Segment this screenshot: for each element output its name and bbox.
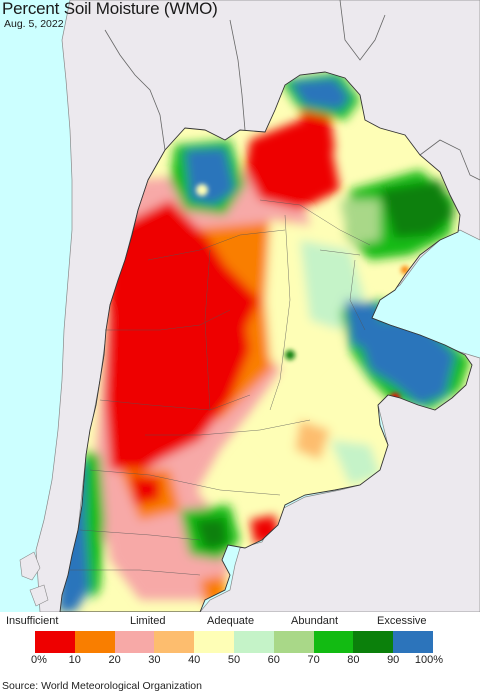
legend: Insufficient Limited Adequate Abundant E… bbox=[0, 612, 480, 672]
region-outline bbox=[59, 71, 473, 612]
legend-swatch bbox=[114, 631, 155, 653]
source-credit: Source: World Meteorological Organizatio… bbox=[2, 680, 202, 692]
legend-label-adequate: Adequate bbox=[207, 615, 255, 627]
legend-tick: 80 bbox=[347, 654, 360, 666]
map-svg bbox=[0, 0, 480, 612]
legend-tick: 50 bbox=[227, 654, 241, 666]
soil-moisture-map bbox=[0, 0, 480, 612]
legend-swatch bbox=[273, 631, 315, 653]
legend-tick: 100% bbox=[414, 654, 444, 666]
country-borders bbox=[104, 0, 480, 181]
legend-label-excessive: Excessive bbox=[377, 615, 427, 627]
coastal-islands bbox=[19, 551, 41, 581]
coastal-islands-south bbox=[29, 584, 49, 607]
legend-swatch bbox=[234, 631, 275, 653]
legend-label-abundant: Abundant bbox=[291, 615, 339, 627]
legend-swatch bbox=[154, 631, 195, 653]
legend-swatch bbox=[35, 631, 76, 653]
province-boundaries bbox=[70, 199, 371, 576]
legend-tick: 10 bbox=[68, 654, 81, 666]
soil-moisture-field bbox=[60, 72, 472, 612]
legend-swatch bbox=[353, 631, 394, 653]
legend-swatch bbox=[194, 631, 235, 653]
legend-tick: 30 bbox=[148, 654, 161, 666]
legend-tick: 60 bbox=[267, 654, 280, 666]
legend-label-limited: Limited bbox=[130, 615, 166, 627]
legend-tick: 70 bbox=[307, 654, 320, 666]
map-title: Percent Soil Moisture (WMO) bbox=[2, 0, 218, 18]
legend-swatch bbox=[393, 631, 434, 653]
map-date: Aug. 5, 2022 bbox=[4, 18, 64, 30]
legend-tick: 20 bbox=[108, 654, 121, 666]
legend-tick: 90 bbox=[387, 654, 400, 666]
legend-swatch bbox=[74, 631, 116, 653]
legend-swatch bbox=[313, 631, 354, 653]
legend-tick: 40 bbox=[188, 654, 201, 666]
legend-label-insufficient: Insufficient bbox=[6, 615, 59, 627]
legend-tick: 0% bbox=[31, 654, 47, 666]
